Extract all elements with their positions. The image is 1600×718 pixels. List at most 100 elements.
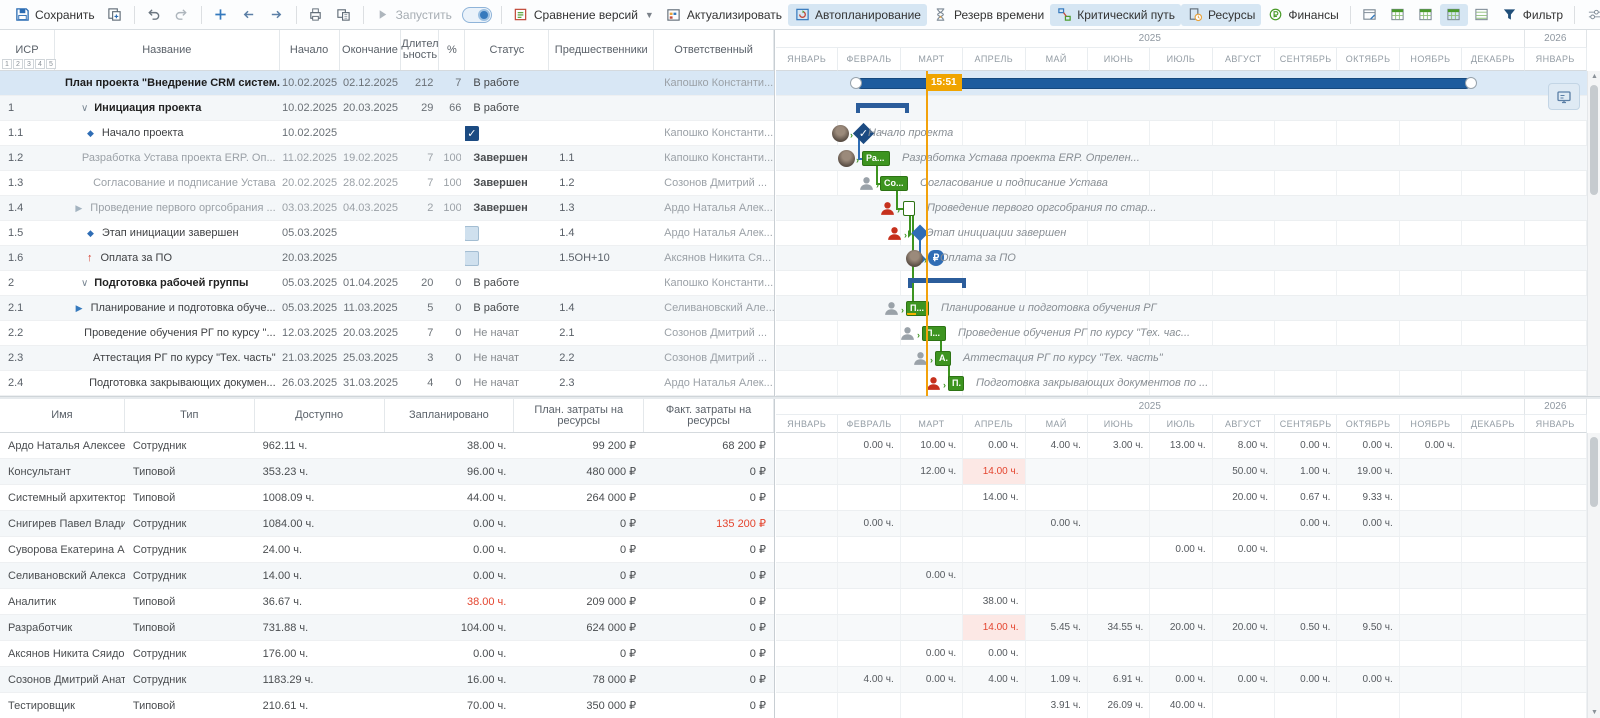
usage-cell: 4.00 ч. xyxy=(1026,433,1088,458)
view-resources-button[interactable] xyxy=(1440,4,1468,26)
phase-summary-bar[interactable] xyxy=(856,103,909,108)
view-gantt-button[interactable] xyxy=(1412,4,1440,26)
settings-button[interactable] xyxy=(1580,4,1600,26)
milestone-checkbox[interactable] xyxy=(465,226,479,241)
usage-cell xyxy=(1462,589,1524,614)
resource-row[interactable]: Системный архитекторТиповой1008.09 ч.44.… xyxy=(0,485,774,511)
resource-row[interactable]: АналитикТиповой36.67 ч.38.00 ч.209 000 ₽… xyxy=(0,589,774,615)
outline-level-buttons[interactable]: 12345 xyxy=(2,59,56,69)
task-row[interactable]: 1.5◆Этап инициации завершен05.03.20251.4… xyxy=(0,221,774,246)
save-button[interactable]: Сохранить xyxy=(8,4,101,26)
task-bar[interactable]: Ра... xyxy=(862,151,890,166)
task-row[interactable]: 1.2Разработка Устава проекта ERP. Оп...1… xyxy=(0,146,774,171)
resource-row[interactable]: РазработчикТиповой731.88 ч.104.00 ч.624 … xyxy=(0,615,774,641)
column-header[interactable]: Название xyxy=(55,30,280,70)
resource-row[interactable]: ТестировщикТиповой210.61 ч.70.00 ч.350 0… xyxy=(0,693,774,718)
gantt-vertical-scrollbar[interactable]: ▲ xyxy=(1587,71,1600,396)
task-row[interactable]: 1.4▶Проведение первого оргсобрания ...03… xyxy=(0,196,774,221)
report-view-button[interactable] xyxy=(1356,4,1384,26)
task-row[interactable]: 1.6↑Оплата за ПО20.03.20251.5ОН+10Аксяно… xyxy=(0,246,774,271)
task-row[interactable]: 2.3Аттестация РГ по курсу "Тех. часть"21… xyxy=(0,346,774,371)
task-bar[interactable]: П. xyxy=(948,376,964,391)
usage-cell xyxy=(963,563,1025,588)
time-reserve-button[interactable]: Резерв времени xyxy=(927,4,1050,26)
usage-cell xyxy=(776,433,838,458)
resources-button[interactable]: Ресурсы xyxy=(1181,4,1261,26)
resource-row[interactable]: Селивановский АлексаСотрудник14.00 ч.0.0… xyxy=(0,563,774,589)
actualize-button[interactable]: Актуализировать xyxy=(660,4,788,26)
finance-button[interactable]: Финансы xyxy=(1261,4,1344,26)
move-left-button[interactable] xyxy=(235,4,263,26)
actualize-icon xyxy=(666,7,682,23)
critical-path-button[interactable]: Критический путь xyxy=(1050,4,1181,26)
scroll-down-arrow[interactable]: ▼ xyxy=(1588,709,1600,716)
finance-icon xyxy=(1267,7,1283,23)
column-header[interactable]: Факт. затраты на ресурсы xyxy=(644,399,774,432)
usage-cell xyxy=(838,589,900,614)
milestone-checkbox[interactable] xyxy=(465,251,479,266)
task-bar[interactable]: Со... xyxy=(880,176,908,191)
task-bar[interactable] xyxy=(903,201,915,216)
resource-row[interactable]: КонсультантТиповой353.23 ч.96.00 ч.480 0… xyxy=(0,459,774,485)
gantt-snapshot-button[interactable] xyxy=(1548,83,1580,110)
filter-button[interactable]: Фильтр xyxy=(1496,4,1569,26)
column-header[interactable]: Длител ьность xyxy=(401,30,439,70)
task-row[interactable]: 1.3Согласование и подписание Устава20.02… xyxy=(0,171,774,196)
task-row[interactable]: 1.1◆Начало проекта10.02.2025✓Капошко Кон… xyxy=(0,121,774,146)
assignment-arrow-icon: › xyxy=(943,380,946,390)
scroll-up-arrow[interactable]: ▲ xyxy=(1588,73,1600,80)
task-row[interactable]: 2.4Подготовка закрывающих докумен...26.0… xyxy=(0,371,774,396)
run-toggle[interactable] xyxy=(462,7,492,23)
add-task-button[interactable] xyxy=(207,4,235,26)
resource-row[interactable]: Ардо Наталья АлексеевСотрудник962.11 ч.3… xyxy=(0,433,774,459)
task-row[interactable]: 2∨Подготовка рабочей группы05.03.202501.… xyxy=(0,271,774,296)
task-row[interactable]: 2.2Проведение обучения РГ по курсу "...1… xyxy=(0,321,774,346)
column-header[interactable]: Запланировано xyxy=(385,399,515,432)
view-list-button[interactable] xyxy=(1468,4,1496,26)
toolbar-left: Сохранить Запустить Сравнение версий▼ xyxy=(8,0,660,30)
task-row[interactable]: 2.1▶Планирование и подготовка обуче...05… xyxy=(0,296,774,321)
autoplan-button[interactable]: Автопланирование xyxy=(788,4,927,26)
resource-grid-scrollbar[interactable]: ▼ xyxy=(1587,433,1600,718)
column-header[interactable]: Начало xyxy=(280,30,340,70)
column-header[interactable]: Ответственный xyxy=(654,30,774,70)
resource-row[interactable]: Суворова Екатерина АСотрудник24.00 ч.0.0… xyxy=(0,537,774,563)
scroll-thumb[interactable] xyxy=(1590,437,1598,507)
redo-button[interactable] xyxy=(168,4,196,26)
milestone-icon: ◆ xyxy=(87,228,94,239)
column-header[interactable]: Доступно xyxy=(255,399,385,432)
column-header[interactable]: План. затраты на ресурсы xyxy=(514,399,644,432)
column-header[interactable]: % xyxy=(439,30,465,70)
resource-row[interactable]: Созонов Дмитрий АнатСотрудник1183.29 ч.1… xyxy=(0,667,774,693)
column-header[interactable]: Окончание xyxy=(340,30,402,70)
run-button[interactable]: Запустить xyxy=(369,4,458,26)
column-header[interactable]: Тип xyxy=(125,399,255,432)
usage-cell: 0.00 ч. xyxy=(1275,511,1337,536)
task-row[interactable]: План проекта "Внедрение CRM систем...10.… xyxy=(0,71,774,96)
print-preview-button[interactable] xyxy=(330,4,358,26)
copy-button[interactable] xyxy=(101,4,129,26)
print-button[interactable] xyxy=(302,4,330,26)
bar-handle[interactable] xyxy=(1465,77,1477,89)
usage-cell: 0.50 ч. xyxy=(1275,615,1337,640)
resource-row[interactable]: Снигирев Павел ВладиСотрудник1084.00 ч.0… xyxy=(0,511,774,537)
task-bar[interactable]: А. xyxy=(935,351,951,366)
usage-cell xyxy=(1026,589,1088,614)
milestone-checkbox[interactable]: ✓ xyxy=(465,126,479,141)
usage-cell xyxy=(901,615,963,640)
toolbar-separator xyxy=(201,6,202,24)
column-header[interactable]: ИСР12345 xyxy=(0,30,55,70)
undo-button[interactable] xyxy=(140,4,168,26)
resource-row[interactable]: Аксянов Никита СяидоСотрудник176.00 ч.0.… xyxy=(0,641,774,667)
view-table-button[interactable] xyxy=(1384,4,1412,26)
move-right-button[interactable] xyxy=(263,4,291,26)
version-compare-button[interactable]: Сравнение версий▼ xyxy=(507,4,660,26)
column-header[interactable]: Предшественники xyxy=(549,30,654,70)
year-header: 2025 xyxy=(776,30,1525,48)
phase-summary-bar[interactable] xyxy=(908,278,966,283)
bar-handle[interactable] xyxy=(850,77,862,89)
column-header[interactable]: Статус xyxy=(465,30,549,70)
scroll-thumb[interactable] xyxy=(1590,85,1598,195)
task-row[interactable]: 1∨Инициация проекта10.02.202520.03.20252… xyxy=(0,96,774,121)
column-header[interactable]: Имя xyxy=(0,399,125,432)
